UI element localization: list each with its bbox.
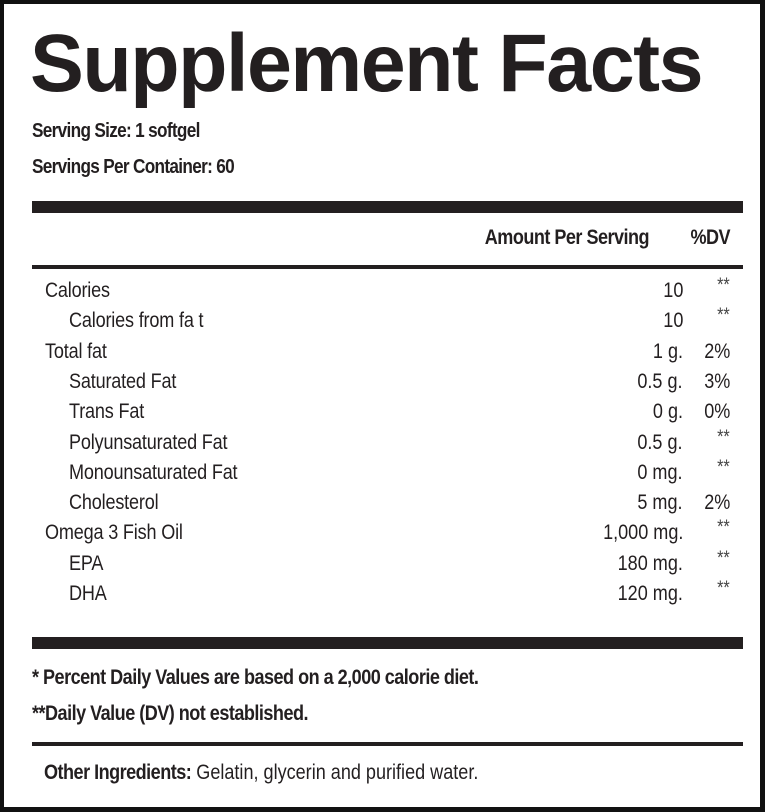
serving-size: Serving Size: 1 softgel <box>32 120 200 142</box>
nutrient-name: DHA <box>69 582 107 605</box>
nutrient-name: Omega 3 Fish Oil <box>45 521 183 545</box>
nutrient-dv: ** <box>717 547 730 569</box>
nutrient-name: Total fat <box>45 339 107 363</box>
nutrient-dv: ** <box>717 275 730 296</box>
nutrient-name: Cholesterol <box>69 491 159 515</box>
other-ingredients-label: Other Ingredients: <box>44 761 192 784</box>
thick-divider-bottom <box>32 637 743 649</box>
nutrient-dv: 3% <box>703 369 730 393</box>
footnote-dv-not-established: **Daily Value (DV) not established. <box>32 702 309 725</box>
table-row: Trans Fat 0 g. 0% <box>0 400 765 430</box>
table-row: Polyunsaturated Fat 0.5 g. ** <box>0 427 765 461</box>
footnote-percent-dv: * Percent Daily Values are based on a 2,… <box>32 666 479 689</box>
nutrient-name: Monounsaturated Fat <box>69 460 238 484</box>
table-row: Omega 3 Fish Oil 1,000 mg. ** <box>0 517 765 551</box>
nutrient-dv: ** <box>717 578 730 599</box>
nutrient-amount: 0 g. <box>652 400 683 424</box>
label-title: Supplement Facts <box>30 18 703 109</box>
nutrient-name: Trans Fat <box>69 400 145 424</box>
nutrient-amount: 0.5 g. <box>637 430 683 454</box>
other-ingredients-text: Gelatin, glycerin and purified water. <box>191 761 479 784</box>
nutrient-amount: 180 mg. <box>617 551 683 575</box>
nutrient-amount: 120 mg. <box>617 582 683 605</box>
table-row: EPA 180 mg. ** <box>0 548 765 582</box>
nutrient-name: Saturated Fat <box>69 369 177 393</box>
nutrient-amount: 5 mg. <box>637 491 683 515</box>
nutrient-amount: 10 <box>662 279 683 302</box>
nutrient-amount: 0.5 g. <box>637 369 683 393</box>
nutrient-dv: ** <box>717 456 730 478</box>
table-row: Total fat 1 g. 2% <box>0 340 765 370</box>
nutrient-dv: ** <box>717 517 730 539</box>
dv-header: %DV <box>690 226 730 249</box>
servings-per-container: Servings Per Container: 60 <box>32 156 235 178</box>
nutrient-dv: 0% <box>703 400 730 424</box>
nutrient-name: Calories <box>45 279 110 302</box>
nutrient-dv: 2% <box>703 339 730 363</box>
nutrient-dv: 2% <box>703 491 730 515</box>
nutrient-name: Polyunsaturated Fat <box>69 430 228 454</box>
nutrient-amount: 10 <box>662 309 683 333</box>
nutrient-name: EPA <box>69 551 104 575</box>
amount-per-serving-header: Amount Per Serving <box>484 226 650 249</box>
table-row: Calories from fa t 10 ** <box>0 305 765 339</box>
nutrient-amount: 1,000 mg. <box>602 521 683 545</box>
other-ingredients: Other Ingredients: Gelatin, glycerin and… <box>44 761 478 785</box>
nutrient-dv: ** <box>717 426 730 448</box>
nutrient-name: Calories from fa t <box>69 309 204 333</box>
ingredients-divider <box>32 742 743 746</box>
table-row: Cholesterol 5 mg. 2% <box>0 491 765 521</box>
header-divider <box>32 265 743 269</box>
thick-divider-top <box>32 201 743 213</box>
table-row: DHA 120 mg. ** <box>0 578 765 612</box>
table-row: Monounsaturated Fat 0 mg. ** <box>0 457 765 491</box>
table-row: Saturated Fat 0.5 g. 3% <box>0 370 765 400</box>
nutrient-amount: 1 g. <box>652 339 683 363</box>
nutrient-amount: 0 mg. <box>637 460 683 484</box>
table-row: Calories 10 ** <box>0 275 765 309</box>
nutrient-dv: ** <box>717 305 730 327</box>
